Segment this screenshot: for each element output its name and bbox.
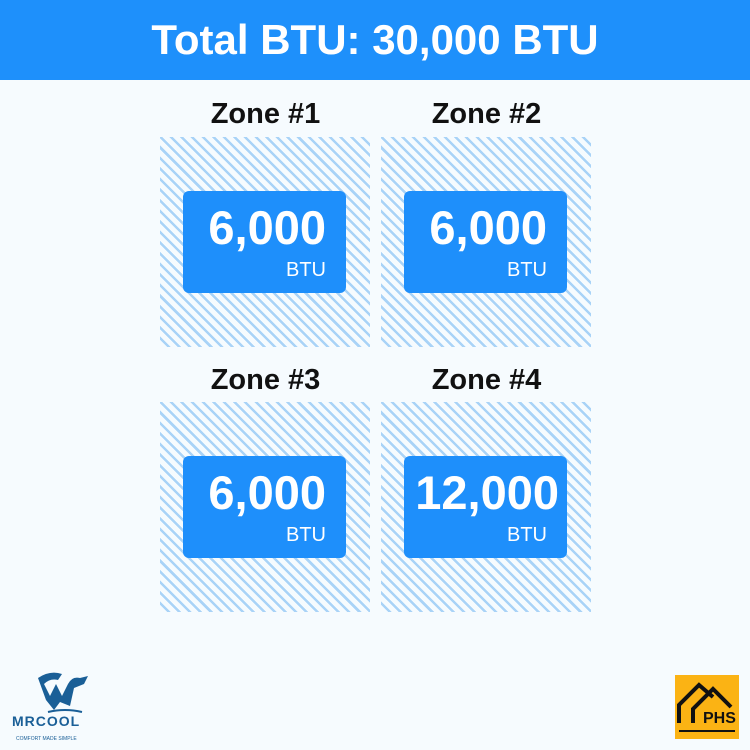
polar-bear-icon: MRCOOL COMFORT MADE SIMPLE <box>12 672 88 742</box>
zone-4-card: 12,000 BTU <box>404 456 567 558</box>
zone-2-unit: BTU <box>507 259 547 281</box>
zone-3-title: Zone #3 <box>210 364 321 396</box>
zone-4-value: 12,000 <box>415 466 559 519</box>
mrcool-logo: MRCOOL COMFORT MADE SIMPLE <box>10 664 120 744</box>
mrcool-tagline: COMFORT MADE SIMPLE <box>16 736 77 742</box>
zone-3-unit: BTU <box>286 524 326 546</box>
zone-3-card: 6,000 BTU <box>183 456 346 558</box>
zone-4-title: Zone #4 <box>431 364 542 396</box>
zone-1-title: Zone #1 <box>210 98 321 130</box>
mrcool-wordmark: MRCOOL <box>12 713 80 729</box>
zone-1-unit: BTU <box>286 259 326 281</box>
zone-2-card: 6,000 BTU <box>404 191 567 293</box>
phs-logo: PHS <box>675 675 739 739</box>
phs-wordmark: PHS <box>703 710 736 727</box>
house-icon: PHS <box>677 682 736 732</box>
zone-3-value: 6,000 <box>208 466 326 519</box>
zone-2-title: Zone #2 <box>431 98 542 130</box>
zone-1-card: 6,000 BTU <box>183 191 346 293</box>
total-btu-header: Total BTU: 30,000 BTU <box>0 0 750 80</box>
zone-4-unit: BTU <box>507 524 547 546</box>
zone-2-value: 6,000 <box>429 201 547 254</box>
zone-1-value: 6,000 <box>208 201 326 254</box>
